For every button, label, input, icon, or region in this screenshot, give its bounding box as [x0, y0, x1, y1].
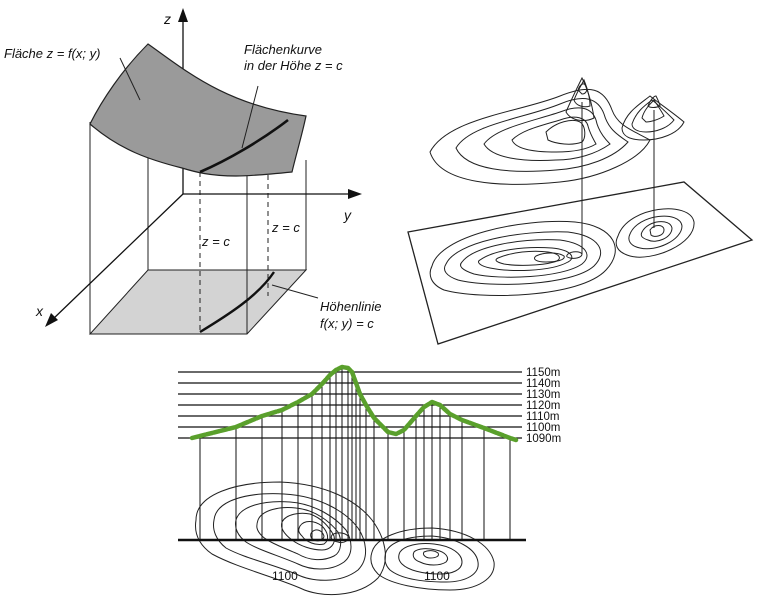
y-axis-label: y [343, 207, 352, 223]
surface-level-curve [199, 118, 289, 174]
elevation-label-1150: 1150m [526, 367, 560, 379]
profile-diagram: 1150m 1140m 1130m 1120m 1110m 1100m 1090… [178, 364, 561, 596]
elevation-profile-curve [189, 364, 519, 443]
elevation-label-1100: 1100m [526, 422, 560, 434]
projection-lines [199, 367, 511, 540]
terrain-contour-diagram [407, 76, 754, 345]
contour-label-right: 1100 [424, 569, 450, 583]
surface-patch [89, 43, 307, 177]
z-equals-c-right: z = c [271, 220, 300, 235]
elevation-label-1090: 1090m [526, 433, 561, 445]
elevation-label-1140: 1140m [526, 378, 560, 390]
contour-label-left: 1100 [272, 569, 298, 583]
z-axis-arrow [178, 8, 188, 22]
elevation-label-1120: 1120m [526, 400, 560, 412]
z-equals-c-left: z = c [201, 234, 230, 249]
terrain-contours-main-hill [429, 76, 651, 185]
elevation-label-1130: 1130m [526, 389, 560, 401]
surface-diagram: Fläche z = f(x; y) Flächenkurve in der H… [4, 8, 381, 335]
leader-line [271, 284, 319, 299]
leader-line [241, 85, 259, 149]
surface-label: Fläche z = f(x; y) [4, 46, 100, 61]
map-contours-small-hill [615, 208, 695, 258]
curve-label-line2: in der Höhe z = c [244, 58, 343, 73]
terrain-contours-small-hill [621, 95, 685, 141]
profile-contour-map [195, 481, 495, 596]
map-plane [407, 181, 754, 345]
curve-label-line1: Flächenkurve [244, 42, 322, 57]
map-contours-main-hill [429, 220, 616, 296]
floor-level-curve [199, 271, 275, 334]
z-axis-label: z [163, 11, 171, 27]
level-line-label-line1: Höhenlinie [320, 299, 381, 314]
y-axis-arrow [348, 189, 362, 199]
x-axis-label: x [35, 303, 44, 319]
floor-plane [88, 269, 308, 335]
elevation-label-1110: 1110m [526, 411, 559, 423]
x-axis [51, 193, 184, 321]
level-line-label-line2: f(x; y) = c [320, 316, 374, 331]
leader-line [119, 57, 141, 101]
x-axis-arrow [45, 313, 58, 327]
